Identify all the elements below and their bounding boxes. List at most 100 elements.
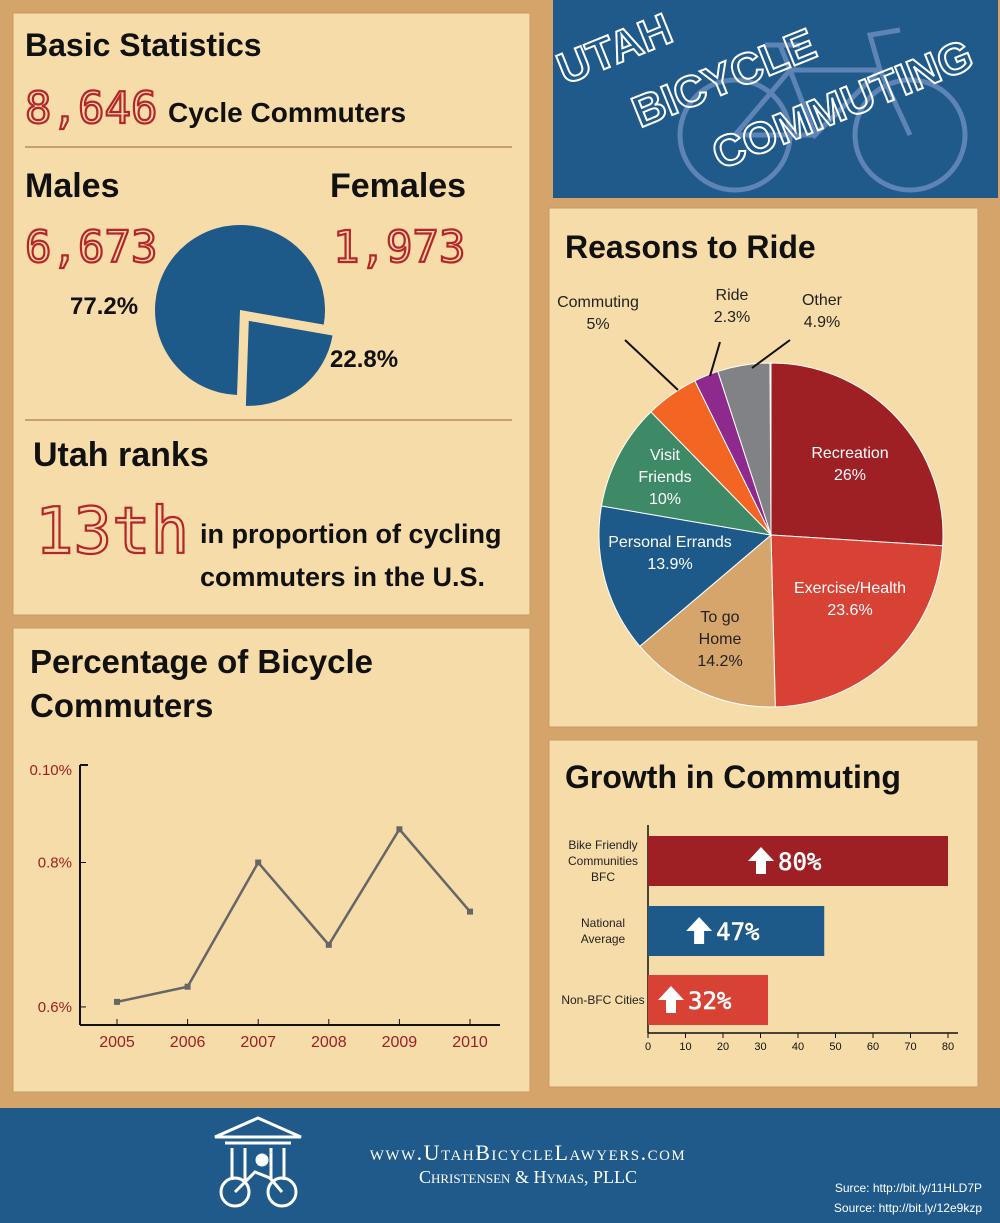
x-tick-label: 30 <box>754 1041 766 1053</box>
arrow-icon <box>658 986 684 1013</box>
slice-label: Ride 2.3% <box>702 285 762 329</box>
bar <box>648 836 948 886</box>
slice-value: 2.3% <box>713 309 751 326</box>
total-label: Cycle Commuters <box>168 97 406 128</box>
bar-category: National Average <box>580 916 626 946</box>
website: www.UtahBicycleLawyers.com <box>370 1140 687 1165</box>
gender-heading: Males <box>25 167 120 205</box>
slice-label: To go Home 14.2% <box>690 607 750 673</box>
bar-value-label: 80% <box>778 848 822 876</box>
slice-label: Other 4.9% <box>782 290 862 334</box>
x-tick-label: 2008 <box>311 1034 347 1051</box>
x-tick-label: 2009 <box>382 1034 418 1051</box>
rank-number: 13th <box>35 495 189 569</box>
chart-title: Growth in Commuting <box>565 759 901 795</box>
point <box>396 826 403 833</box>
y-tick-label: 0.8% <box>38 855 72 872</box>
bar-category: Non-BFC Cities <box>561 993 645 1007</box>
bar-category-label: National Average <box>558 906 648 956</box>
bar-category: Bike Friendly Communities BFC <box>567 838 639 884</box>
y-tick-label: 0.6% <box>38 999 72 1016</box>
slice-value: 10% <box>648 491 682 508</box>
rank-text: commuters in the U.S. <box>200 562 485 592</box>
x-tick-label: 2007 <box>240 1034 276 1051</box>
section-title: Basic Statistics <box>25 27 262 63</box>
pie-slice <box>770 534 944 708</box>
pie-slice <box>717 362 772 536</box>
x-tick-label: 2006 <box>170 1034 206 1051</box>
chart-title: Percentage of Bicycle Commuters <box>30 643 373 724</box>
pie-slice <box>155 224 326 395</box>
x-tick-label: 2005 <box>99 1034 135 1051</box>
slice-value: 23.6% <box>827 602 873 619</box>
line <box>116 827 471 1004</box>
rank-text: in proportion of cycling <box>200 519 501 549</box>
slice-label: Visit Friends 10% <box>630 445 700 511</box>
slice-value: 4.9% <box>803 314 841 331</box>
slice-category: Commuting <box>557 294 639 311</box>
chart-title-box: Percentage of Bicycle Commuters <box>30 643 373 724</box>
slice-category: Exercise/Health <box>793 580 907 597</box>
slice-category: Recreation <box>811 445 889 462</box>
point <box>114 998 120 1005</box>
pie-slice <box>639 533 776 708</box>
leader-line <box>624 339 679 391</box>
slice-value: 26% <box>833 467 867 484</box>
bar-category-label: Non-BFC Cities <box>558 975 648 1025</box>
x-tick-label: 80 <box>942 1041 954 1053</box>
rank-title: Utah ranks <box>33 436 209 474</box>
x-tick-label: 60 <box>867 1041 879 1053</box>
bike-drawing <box>677 27 968 193</box>
panel <box>12 627 531 1093</box>
gender-percent: 77.2% <box>70 293 138 320</box>
point <box>325 941 332 948</box>
pie-slice <box>245 320 333 406</box>
x-tick-label: 0 <box>645 1041 651 1053</box>
x-tick-label: 10 <box>679 1041 691 1053</box>
bar-value-label: 47% <box>716 918 760 946</box>
gender-percent: 22.8% <box>330 346 398 373</box>
arrow-icon <box>748 847 774 874</box>
footer-panel <box>0 1108 1000 1223</box>
x-tick-label: 20 <box>717 1041 729 1053</box>
slice-category: Ride <box>715 287 749 304</box>
slice-category: To go Home <box>698 609 742 648</box>
gender-count: 1,973 <box>333 222 465 273</box>
bar-category-label: Bike Friendly Communities BFC <box>558 836 648 886</box>
pie-slice <box>598 505 773 647</box>
slice-category: Other <box>801 292 842 309</box>
gender-heading: Females <box>330 167 466 205</box>
slice-label: Personal Errands 13.9% <box>590 532 750 576</box>
arrow-icon <box>686 917 713 944</box>
point <box>255 859 262 866</box>
bar-value-label: 32% <box>688 987 732 1015</box>
pie-slice <box>770 362 944 547</box>
slice-label: Recreation 26% <box>785 443 915 487</box>
slice-label: Exercise/Health 23.6% <box>775 578 925 622</box>
slice-value: 5% <box>586 316 610 333</box>
x-tick-label: 50 <box>829 1041 841 1053</box>
source: Source: http://bit.ly/12e9kzp <box>834 1201 982 1215</box>
gender-count: 6,673 <box>25 222 157 273</box>
company: Christensen & Hymas, PLLC <box>419 1167 637 1187</box>
source: Surce: http://bit.ly/11HLD7P <box>835 1181 982 1195</box>
point <box>467 908 473 915</box>
slice-category: Visit Friends <box>638 447 692 486</box>
slice-value: 13.9% <box>647 556 693 573</box>
slice-value: 14.2% <box>697 653 743 670</box>
bar <box>648 906 825 956</box>
point <box>184 983 191 990</box>
slice-label: Commuting 5% <box>548 292 648 336</box>
x-tick-label: 70 <box>904 1041 916 1053</box>
x-tick-label: 40 <box>792 1041 804 1053</box>
logo <box>214 1116 302 1208</box>
total-number: 8,646 <box>25 83 157 134</box>
x-tick-label: 2010 <box>452 1034 488 1051</box>
chart-title: Reasons to Ride <box>565 229 816 265</box>
leader-line <box>709 341 721 377</box>
y-top-label: 0.10% <box>29 762 72 779</box>
pie-slice <box>600 411 773 536</box>
leader-line <box>751 339 791 369</box>
